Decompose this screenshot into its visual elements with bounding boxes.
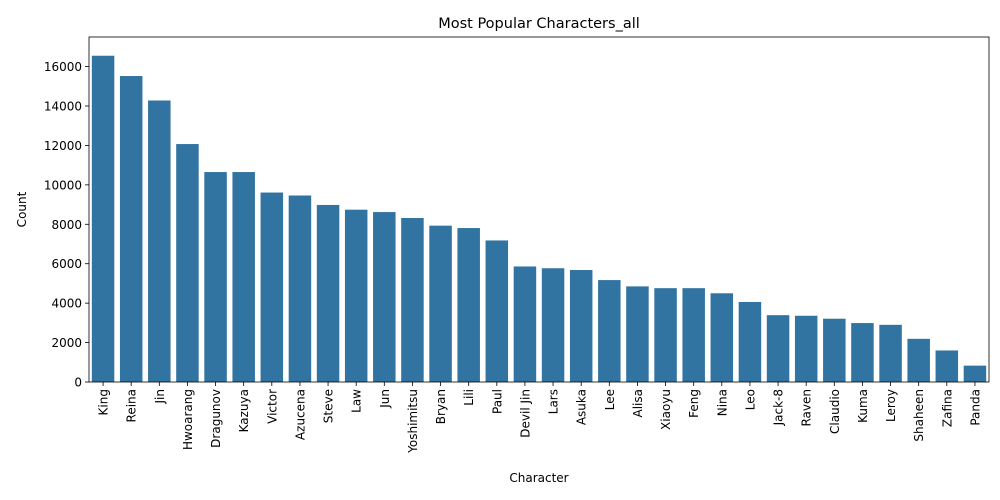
x-tick-label: Raven bbox=[800, 389, 814, 427]
y-tick-label: 6000 bbox=[51, 257, 82, 271]
y-tick-label: 8000 bbox=[51, 218, 82, 232]
x-tick-label: Dragunov bbox=[209, 389, 223, 448]
bar-lili bbox=[457, 228, 480, 382]
x-tick-label: Steve bbox=[322, 389, 336, 423]
y-tick-label: 10000 bbox=[44, 178, 82, 192]
x-tick-label: Yoshimitsu bbox=[406, 389, 420, 454]
bar-paul bbox=[485, 240, 509, 382]
bar-bryan bbox=[429, 225, 452, 382]
bar-leo bbox=[738, 301, 762, 382]
y-axis-title: Count bbox=[15, 191, 29, 227]
bar-kuma bbox=[851, 323, 874, 382]
x-tick-label: Kazuya bbox=[237, 389, 251, 432]
x-tick-label: Lili bbox=[462, 389, 476, 406]
bar-claudio bbox=[823, 318, 846, 382]
x-tick-label: Azucena bbox=[293, 389, 307, 440]
bar-shaheen bbox=[907, 338, 930, 382]
bar-raven bbox=[794, 315, 818, 382]
bar-reina bbox=[119, 76, 143, 382]
bar-leroy bbox=[879, 324, 902, 382]
y-axis-ticks: 0 2000 4000 6000 8000 10000 12000 14000 16000 bbox=[44, 60, 89, 390]
x-tick-label: Jun bbox=[378, 389, 392, 409]
x-tick-label: Alisa bbox=[631, 389, 645, 417]
x-tick-label: Nina bbox=[715, 389, 729, 416]
x-tick-label: Bryan bbox=[434, 389, 448, 424]
bar-victor bbox=[260, 192, 284, 382]
y-tick-label: 16000 bbox=[44, 60, 82, 74]
bar-law bbox=[344, 209, 368, 382]
bar-asuka bbox=[569, 270, 593, 382]
x-tick-label: Paul bbox=[490, 389, 504, 414]
bar-nina bbox=[710, 293, 734, 382]
x-tick-label: Jack-8 bbox=[772, 389, 786, 426]
y-tick-label: 12000 bbox=[44, 139, 82, 153]
bar-jin bbox=[148, 100, 171, 382]
x-tick-label: King bbox=[97, 389, 111, 415]
x-tick-label: Reina bbox=[125, 389, 139, 422]
x-axis-ticks: King Reina Jin Hwoarang Dragunov Kazuya Victor… bbox=[97, 382, 982, 454]
bar-lars bbox=[541, 268, 565, 382]
bar-panda bbox=[963, 365, 987, 382]
bar-lee bbox=[598, 280, 621, 382]
bar-king bbox=[91, 55, 115, 382]
x-tick-label: Shaheen bbox=[912, 389, 926, 442]
bar-kazuya bbox=[232, 172, 255, 382]
x-tick-label: Feng bbox=[687, 389, 701, 418]
bar-yoshimitsu bbox=[401, 217, 424, 382]
x-tick-label: Kuma bbox=[856, 389, 870, 423]
x-tick-label: Victor bbox=[265, 389, 279, 424]
x-tick-label: Lars bbox=[547, 389, 561, 414]
y-tick-label: 14000 bbox=[44, 100, 82, 114]
bar-hwoarang bbox=[176, 144, 199, 382]
x-tick-label: Jin bbox=[153, 389, 167, 404]
bar-alisa bbox=[626, 286, 649, 382]
bar-zafina bbox=[935, 350, 959, 382]
x-tick-label: Lee bbox=[603, 389, 617, 410]
y-tick-label: 0 bbox=[74, 376, 82, 390]
bar-azucena bbox=[288, 195, 312, 382]
x-tick-label: Panda bbox=[968, 389, 982, 426]
bar-dragunov bbox=[204, 172, 227, 382]
x-tick-label: Claudio bbox=[828, 389, 842, 434]
x-tick-label: Leo bbox=[743, 389, 757, 410]
x-tick-label: Leroy bbox=[884, 389, 898, 422]
x-tick-label: Xiaoyu bbox=[659, 389, 673, 430]
bar-devil-jin bbox=[513, 266, 537, 382]
bar-feng bbox=[682, 288, 705, 382]
bars bbox=[91, 55, 987, 382]
x-tick-label: Hwoarang bbox=[181, 389, 195, 450]
bar-jack-8 bbox=[766, 315, 790, 382]
y-tick-label: 2000 bbox=[51, 336, 82, 350]
bar-jun bbox=[373, 212, 396, 382]
plot-frame bbox=[88, 36, 990, 383]
x-tick-label: Asuka bbox=[575, 389, 589, 425]
y-tick-label: 4000 bbox=[51, 297, 82, 311]
chart-title: Most Popular Characters_all bbox=[438, 16, 640, 32]
x-tick-label: Law bbox=[350, 389, 364, 413]
x-tick-label: Zafina bbox=[940, 389, 954, 427]
bar-steve bbox=[316, 204, 340, 382]
x-tick-label: Devil Jin bbox=[518, 389, 532, 438]
x-axis-title: Character bbox=[509, 471, 568, 485]
bar-xiaoyu bbox=[654, 288, 677, 382]
